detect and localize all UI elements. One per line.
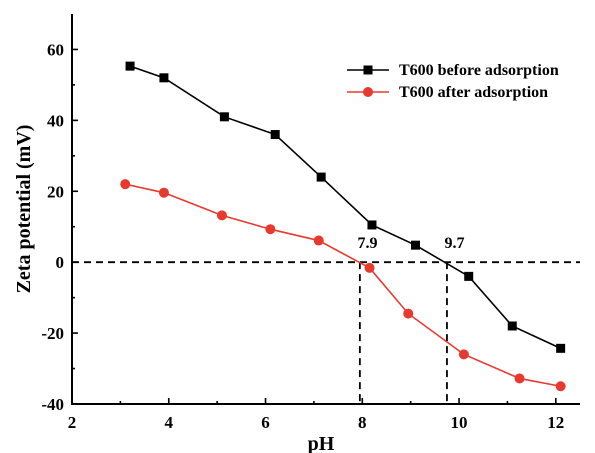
legend: T600 before adsorption T600 after adsorpt… [347, 62, 559, 101]
data-point [458, 349, 469, 360]
x-axis-ticks: 2 4 6 8 10 12 [68, 398, 564, 432]
x-tick-label: 4 [165, 413, 174, 432]
series-line [129, 65, 561, 350]
data-point [316, 172, 326, 182]
data-point [514, 373, 525, 384]
x-tick-label: 2 [68, 413, 77, 432]
annotations: 7.9 9.7 [357, 235, 464, 252]
legend-marker [363, 65, 373, 75]
series-1 [125, 61, 566, 353]
series-layer [120, 61, 566, 392]
y-tick-label: -20 [41, 324, 64, 343]
x-tick-label: 10 [451, 413, 468, 432]
legend-label: T600 after adsorption [399, 84, 548, 101]
x-tick-label: 12 [547, 413, 564, 432]
ph-annotation: 7.9 [357, 235, 377, 252]
data-point [367, 220, 377, 230]
x-axis-title: pH [308, 433, 335, 453]
data-point [364, 262, 375, 273]
ph-annotation: 9.7 [445, 235, 465, 252]
x-tick-label: 6 [261, 413, 270, 432]
series-2 [120, 179, 566, 392]
y-tick-label: 20 [47, 182, 64, 201]
data-point [313, 235, 324, 246]
reference-lines [72, 261, 580, 404]
data-point [403, 308, 414, 319]
y-tick-label: 40 [47, 111, 64, 130]
y-tick-label: 60 [47, 40, 64, 59]
y-axis-title: Zeta potential (mV) [13, 125, 35, 294]
data-point [270, 130, 280, 140]
data-point [158, 187, 169, 198]
data-point [555, 381, 566, 392]
data-point [120, 179, 131, 190]
data-point [216, 210, 227, 221]
data-point [125, 61, 135, 71]
legend-item: T600 after adsorption [347, 84, 548, 101]
data-point [464, 271, 474, 281]
y-tick-label: -40 [41, 395, 64, 414]
series-line [125, 183, 561, 388]
data-point [556, 343, 566, 353]
axes [71, 14, 580, 405]
y-tick-label: 0 [56, 253, 65, 272]
data-point [159, 73, 169, 83]
data-point [219, 112, 229, 122]
legend-label: T600 before adsorption [399, 62, 559, 79]
data-point [507, 321, 517, 331]
x-tick-label: 8 [358, 413, 367, 432]
data-point [411, 240, 421, 250]
legend-marker [363, 87, 373, 97]
legend-item: T600 before adsorption [347, 62, 559, 79]
data-point [265, 224, 276, 235]
y-axis-ticks: -40 -20 0 20 40 60 [41, 40, 78, 414]
